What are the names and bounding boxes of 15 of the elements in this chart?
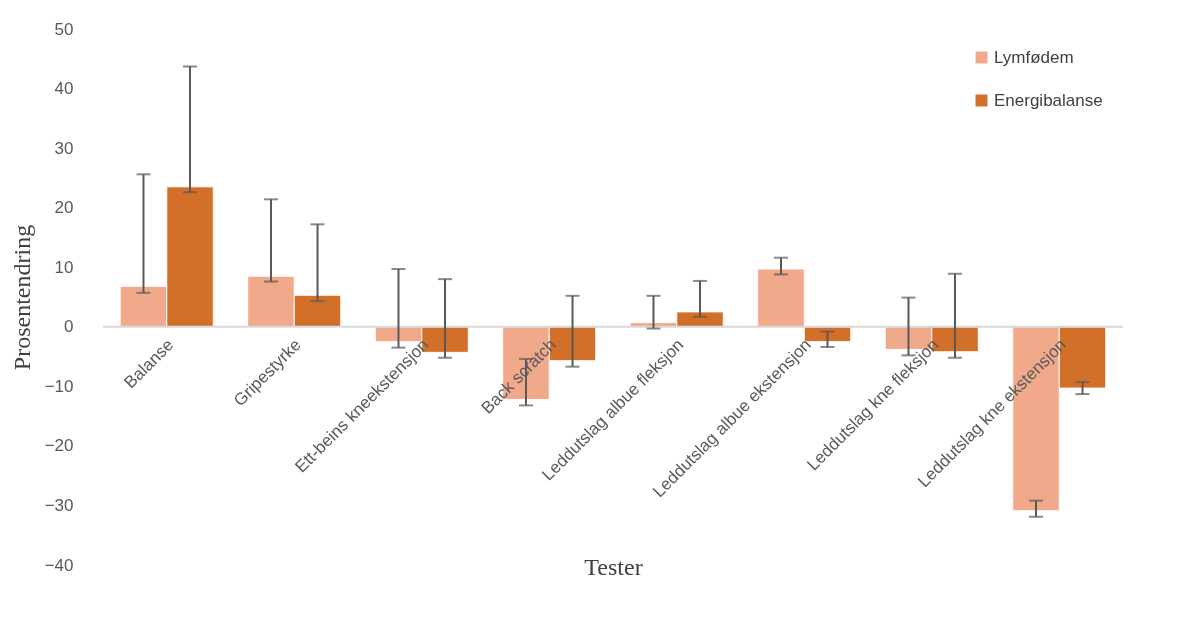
- y-tick-label: 40: [54, 79, 74, 99]
- y-tick-label: −30: [44, 495, 74, 515]
- y-tick-label: 20: [54, 198, 74, 218]
- x-axis-title: Tester: [584, 553, 643, 580]
- bar: [757, 268, 805, 328]
- y-tick-label: −20: [44, 436, 74, 456]
- y-axis-title: Prosentendring: [8, 224, 35, 371]
- legend-label: Lymfødem: [994, 47, 1074, 67]
- y-tick-label: 30: [54, 138, 74, 158]
- y-tick-label: 0: [64, 317, 74, 337]
- y-tick-label: 50: [54, 19, 74, 39]
- legend-label: Energibalanse: [994, 90, 1103, 110]
- y-tick-label: −40: [44, 555, 74, 575]
- y-tick-label: 10: [54, 257, 74, 277]
- y-tick-label: −10: [44, 376, 74, 396]
